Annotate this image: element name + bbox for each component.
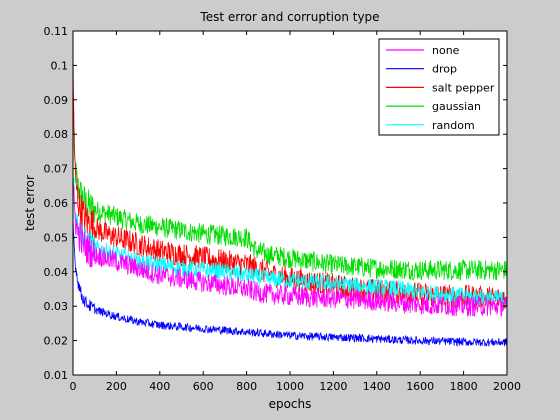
legend-label: none — [432, 44, 460, 57]
y-tick-label: 0.07 — [44, 163, 69, 176]
series-line-salt-pepper — [72, 54, 508, 311]
chart-title: Test error and corruption type — [199, 10, 379, 24]
x-tick-label: 1800 — [450, 380, 478, 393]
x-tick-label: 1400 — [363, 380, 391, 393]
y-tick-label: 0.09 — [44, 94, 69, 107]
tick-layer: 0 200 400 600 800 1000 1200 1400 1600 1800 2000 0.0… — [44, 25, 522, 393]
legend-label: gaussian — [432, 100, 481, 113]
series-layer — [72, 54, 508, 347]
x-tick-label: 600 — [193, 380, 214, 393]
legend-label: drop — [432, 63, 457, 76]
y-tick-label: 0.05 — [44, 231, 69, 244]
series-line-random — [72, 178, 508, 308]
y-tick-label: 0.06 — [44, 197, 69, 210]
y-tick-label: 0.01 — [44, 369, 69, 382]
legend-label: random — [432, 119, 475, 132]
x-tick-label: 2000 — [493, 380, 521, 393]
x-tick-label: 1600 — [406, 380, 434, 393]
x-tick-label: 800 — [236, 380, 257, 393]
y-tick-label: 0.03 — [44, 300, 69, 313]
x-tick-label: 1200 — [319, 380, 347, 393]
y-tick-label: 0.02 — [44, 335, 69, 348]
legend: none drop salt pepper gaussian random — [378, 38, 500, 136]
series-line-none — [72, 184, 508, 317]
x-axis-label: epochs — [269, 397, 312, 411]
x-tick-label: 200 — [106, 380, 127, 393]
x-tick-label: 0 — [70, 380, 77, 393]
x-tick-label: 1000 — [276, 380, 304, 393]
series-line-gaussian — [72, 101, 508, 282]
x-tick-label: 400 — [149, 380, 170, 393]
y-axis-label: test error — [23, 175, 37, 231]
series-line-drop — [72, 215, 508, 347]
y-tick-label: 0.11 — [44, 25, 69, 38]
y-tick-label: 0.08 — [44, 128, 69, 141]
y-tick-label: 0.04 — [44, 266, 69, 279]
y-tick-label: 0.1 — [51, 59, 69, 72]
legend-label: salt pepper — [432, 81, 495, 94]
